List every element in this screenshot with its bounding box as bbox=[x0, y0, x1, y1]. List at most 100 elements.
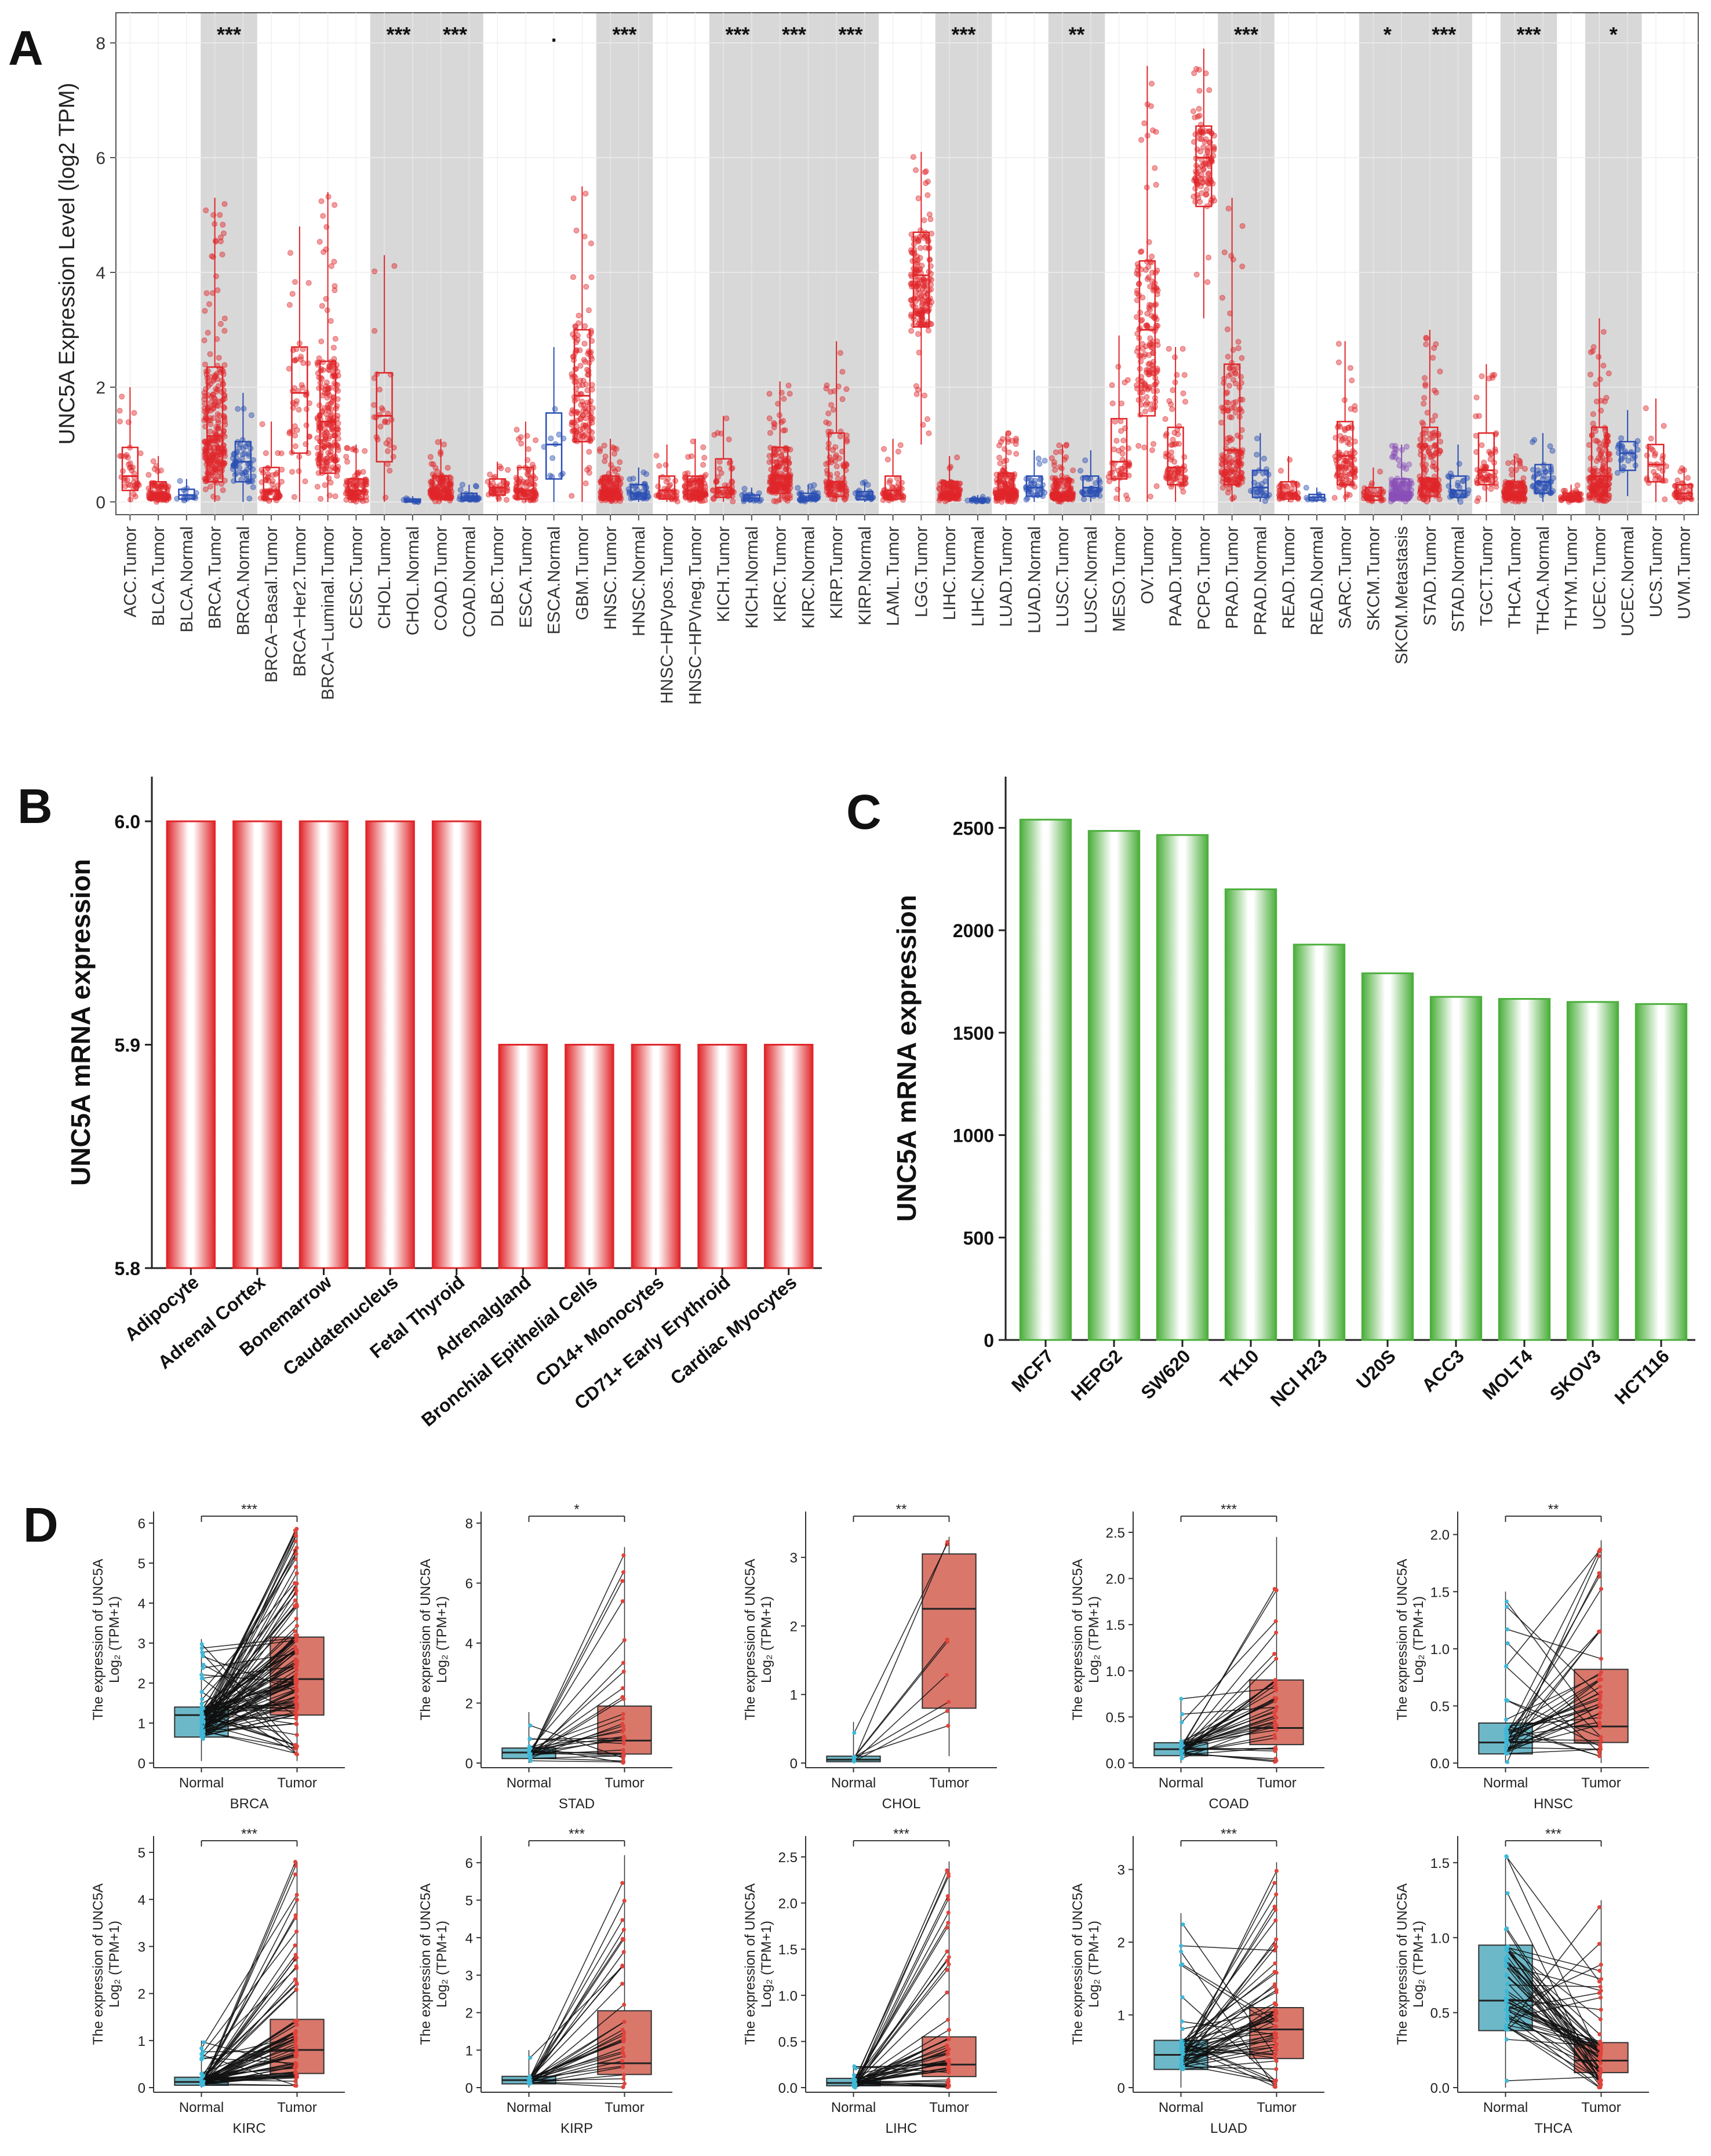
data-point bbox=[715, 429, 721, 436]
data-point bbox=[145, 472, 152, 478]
data-point bbox=[1508, 486, 1514, 492]
data-point bbox=[923, 168, 929, 174]
data-point bbox=[894, 484, 900, 490]
data-point bbox=[1304, 494, 1310, 501]
data-point bbox=[207, 483, 214, 490]
data-point bbox=[208, 394, 214, 400]
data-point bbox=[335, 420, 341, 427]
data-point bbox=[207, 428, 213, 435]
box-brca-luminal-tumor bbox=[314, 192, 341, 502]
box-iqr bbox=[121, 446, 139, 491]
data-point bbox=[1113, 438, 1120, 444]
data-point bbox=[1118, 400, 1124, 407]
data-point bbox=[472, 483, 479, 489]
data-point bbox=[586, 465, 592, 471]
data-point bbox=[1070, 467, 1076, 474]
data-point bbox=[1153, 483, 1160, 489]
data-point bbox=[221, 201, 228, 207]
data-point bbox=[220, 221, 226, 228]
data-point bbox=[913, 391, 920, 398]
data-point bbox=[549, 455, 556, 461]
data-point bbox=[318, 496, 324, 502]
data-point bbox=[1004, 482, 1011, 488]
data-point bbox=[1035, 490, 1042, 496]
data-point bbox=[322, 482, 328, 488]
data-point bbox=[240, 445, 246, 451]
x-tick-label-kirp-normal: KIRP.Normal bbox=[855, 526, 875, 625]
data-point bbox=[250, 484, 256, 490]
data-point bbox=[1149, 270, 1155, 276]
data-point bbox=[573, 227, 580, 234]
data-point bbox=[585, 307, 592, 314]
x-tick-label-stad-tumor: STAD.Tumor bbox=[1421, 526, 1440, 626]
data-point bbox=[132, 493, 139, 500]
data-point bbox=[314, 414, 321, 421]
y-tick-label: 2 bbox=[96, 378, 105, 398]
data-point bbox=[1196, 105, 1202, 112]
data-point bbox=[1239, 263, 1246, 270]
data-point bbox=[1465, 487, 1472, 493]
data-point bbox=[1170, 387, 1176, 394]
data-point bbox=[131, 483, 137, 489]
data-point bbox=[576, 312, 582, 319]
x-tick-label-prad-tumor: PRAD.Tumor bbox=[1223, 526, 1242, 629]
data-point bbox=[1544, 485, 1550, 491]
data-point bbox=[275, 450, 281, 456]
data-point bbox=[837, 433, 843, 439]
data-point bbox=[741, 486, 748, 492]
data-point bbox=[1013, 441, 1019, 447]
data-point bbox=[514, 427, 520, 433]
data-point bbox=[685, 470, 691, 476]
data-point bbox=[662, 462, 669, 468]
data-point bbox=[921, 217, 927, 224]
data-point bbox=[1592, 438, 1599, 444]
y-tick-label: 4 bbox=[96, 264, 105, 283]
data-point bbox=[287, 250, 293, 256]
data-point bbox=[781, 396, 787, 402]
data-point bbox=[716, 458, 723, 465]
data-point bbox=[581, 356, 587, 363]
data-point bbox=[212, 437, 219, 443]
data-point bbox=[427, 454, 434, 460]
data-point bbox=[1140, 294, 1146, 301]
data-point bbox=[335, 447, 341, 453]
data-point bbox=[158, 467, 164, 474]
data-point bbox=[570, 274, 576, 281]
data-point bbox=[1109, 382, 1115, 388]
data-point bbox=[667, 482, 674, 488]
data-point bbox=[441, 441, 447, 447]
x-tick-label-brca-tumor: BRCA.Tumor bbox=[206, 526, 225, 629]
data-point bbox=[1230, 347, 1236, 353]
data-point bbox=[294, 427, 300, 434]
data-point bbox=[330, 344, 337, 351]
x-tick-label-kirc-tumor: KIRC.Tumor bbox=[771, 526, 790, 622]
box-brca-tumor: *** bbox=[201, 23, 241, 502]
data-point bbox=[250, 473, 257, 479]
data-point bbox=[219, 389, 225, 395]
data-point bbox=[1138, 248, 1145, 254]
data-point bbox=[325, 366, 332, 373]
data-point bbox=[533, 437, 539, 443]
data-point bbox=[334, 473, 340, 479]
data-point bbox=[1403, 443, 1410, 450]
data-point bbox=[1427, 445, 1433, 451]
significance-label: ** bbox=[1068, 23, 1084, 46]
data-point bbox=[1199, 163, 1205, 169]
data-point bbox=[1252, 470, 1258, 476]
data-point bbox=[700, 444, 707, 450]
data-point bbox=[205, 330, 211, 336]
data-point bbox=[919, 232, 925, 238]
data-point bbox=[919, 312, 925, 319]
data-point bbox=[1421, 375, 1428, 381]
data-point bbox=[548, 435, 554, 442]
data-point bbox=[1003, 474, 1009, 480]
data-point bbox=[1457, 498, 1464, 505]
x-tick-label-chol-normal: CHOL.Normal bbox=[403, 526, 423, 635]
data-point bbox=[1181, 372, 1188, 378]
data-point bbox=[177, 478, 183, 484]
data-point bbox=[220, 487, 226, 493]
data-point bbox=[332, 493, 338, 500]
data-point bbox=[202, 308, 208, 314]
data-point bbox=[332, 287, 338, 293]
data-point bbox=[1013, 435, 1020, 442]
